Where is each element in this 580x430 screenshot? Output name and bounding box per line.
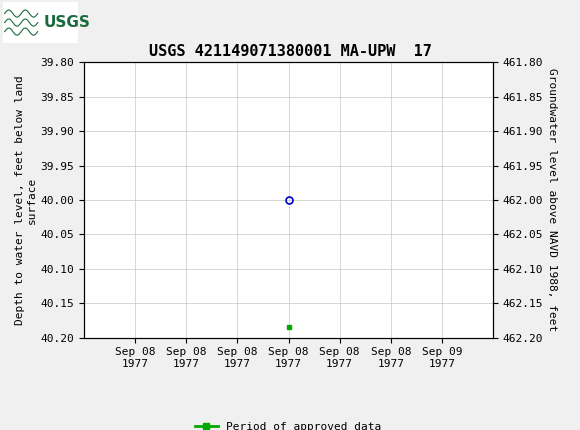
Text: USGS: USGS xyxy=(44,15,90,30)
Y-axis label: Depth to water level, feet below land
surface: Depth to water level, feet below land su… xyxy=(15,75,37,325)
Y-axis label: Groundwater level above NAVD 1988, feet: Groundwater level above NAVD 1988, feet xyxy=(548,68,557,332)
Bar xyxy=(3,2,78,43)
Text: USGS 421149071380001 MA-UPW  17: USGS 421149071380001 MA-UPW 17 xyxy=(148,44,432,59)
Legend: Period of approved data: Period of approved data xyxy=(191,418,386,430)
